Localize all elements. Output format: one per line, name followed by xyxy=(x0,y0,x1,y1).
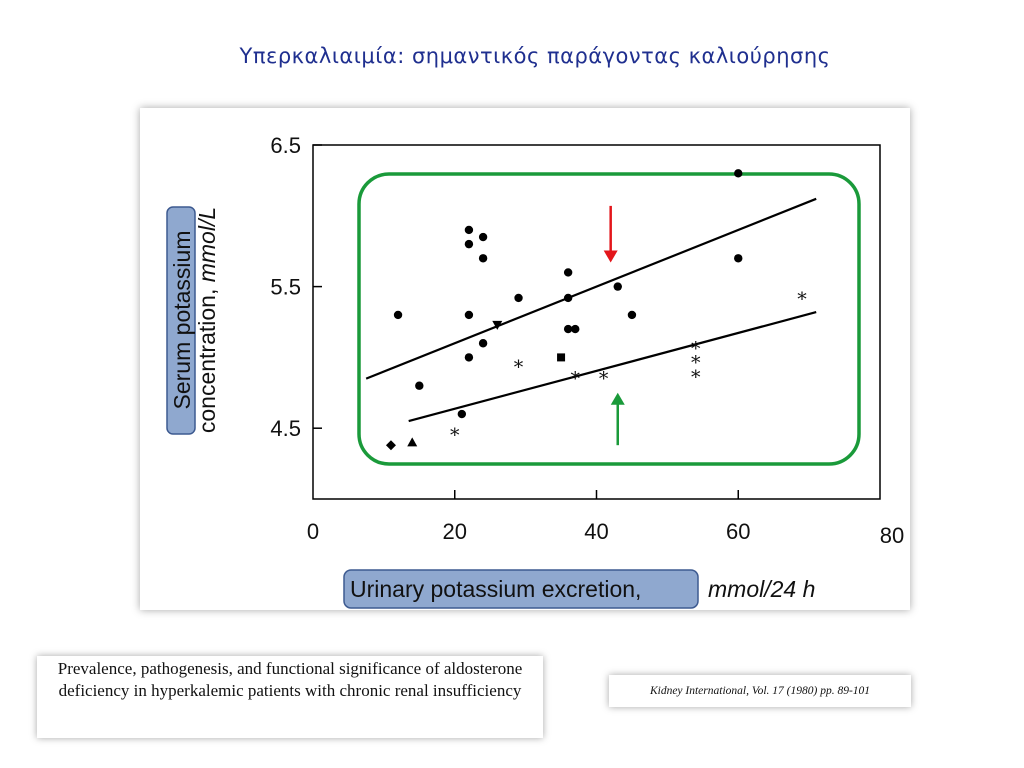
data-point-circle xyxy=(563,268,573,277)
data-point-circle xyxy=(563,324,573,334)
data-point-asterisk: * xyxy=(514,356,524,378)
data-point-circle xyxy=(393,310,403,320)
data-point-circle xyxy=(464,239,474,249)
x-axis-unit: mmol/24 h xyxy=(708,576,815,602)
regression-line xyxy=(408,311,817,423)
data-point-circle xyxy=(464,225,474,235)
regression-line xyxy=(365,197,817,380)
data-point-circle xyxy=(514,293,523,303)
y-axis-unit: mmol/L xyxy=(194,207,220,282)
data-point-asterisk: * xyxy=(691,366,701,388)
x-tick-label: 20 xyxy=(443,519,467,544)
data-point-circle xyxy=(613,282,622,291)
data-point-circle xyxy=(464,310,474,320)
data-point-asterisk: * xyxy=(450,424,460,446)
data-point-circle xyxy=(627,310,637,320)
data-point-square xyxy=(557,353,566,362)
slide-title: Υπερκαλιαιμία: σημαντικός παράγοντας καλ… xyxy=(239,44,831,68)
data-point-circle xyxy=(464,353,474,362)
ylabel-highlight-box xyxy=(166,206,196,435)
y-tick-label: 6.5 xyxy=(270,133,301,158)
xlabel-highlight-box xyxy=(343,569,699,609)
x-tick-label: 40 xyxy=(584,519,608,544)
red-down-arrow-icon xyxy=(603,205,618,263)
data-point-circle xyxy=(415,381,424,390)
x-tick-label: 80 xyxy=(880,523,904,548)
reference-journal: Kidney International, Vol. 17 (1980) pp.… xyxy=(609,675,911,707)
highlight-box xyxy=(357,172,861,466)
scatter-chart: 4.55.56.50 20 40 60 80 *** ***** Serum potass… xyxy=(166,133,904,609)
data-point-asterisk: * xyxy=(599,368,609,390)
data-point-circle xyxy=(457,409,467,419)
data-point-circle xyxy=(478,339,488,348)
data-point-asterisk: * xyxy=(570,368,580,390)
data-point-asterisk: * xyxy=(691,338,701,360)
y-axis-label-rest: concentration, mmol/L xyxy=(194,207,220,433)
plot-frame xyxy=(312,144,881,500)
figure-card: 4.5 5.5 6.5 0 20 40 60 80 * * * * * * * * Serum potass… xyxy=(140,108,910,610)
data-point-diamond xyxy=(385,440,396,451)
data-point-circle xyxy=(563,293,573,303)
y-tick-label: 4.5 xyxy=(270,416,301,441)
data-point-circle xyxy=(478,232,488,242)
data-point-circle xyxy=(571,324,580,334)
data-point-asterisk: * xyxy=(691,352,701,374)
data-point-asterisk: * xyxy=(797,289,807,311)
data-point-circle xyxy=(734,254,743,263)
x-tick-label: 0 xyxy=(307,519,319,544)
reference-article-title: Prevalence, pathogenesis, and functional… xyxy=(37,656,543,738)
data-point-triangle-up xyxy=(407,437,418,447)
x-tick-label: 60 xyxy=(726,519,750,544)
y-tick-label: 5.5 xyxy=(270,275,301,300)
green-up-arrow-icon-head xyxy=(610,392,625,405)
data-point-circle xyxy=(734,169,743,178)
red-down-arrow-icon-head xyxy=(603,250,618,263)
y-axis-label-highlight: Serum potassium xyxy=(169,231,195,410)
y-axis-label-text: concentration, xyxy=(194,289,220,433)
data-point-triangle-down xyxy=(492,320,503,330)
x-axis-label-highlight: Urinary potassium excretion, xyxy=(350,576,641,602)
green-up-arrow-icon xyxy=(610,392,625,446)
data-point-circle xyxy=(478,254,488,263)
